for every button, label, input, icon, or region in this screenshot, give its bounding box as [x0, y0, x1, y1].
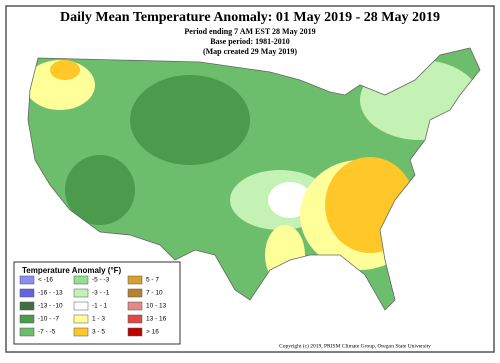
legend-swatch: [73, 327, 89, 337]
legend-swatch: [127, 301, 143, 311]
title: Daily Mean Temperature Anomaly: 01 May 2…: [60, 10, 440, 25]
legend-label: > 16: [146, 329, 159, 336]
legend-label: -16 - -13: [38, 290, 63, 297]
legend-label: 5 - 7: [146, 277, 159, 284]
subtitle: Period ending 7 AM EST 28 May 2019: [184, 27, 315, 36]
us-outline: [27, 47, 481, 311]
legend-label: 1 - 3: [92, 316, 105, 323]
legend-swatch: [19, 314, 35, 324]
legend-swatch: [19, 327, 35, 337]
legend-label: -10 - -7: [38, 316, 59, 323]
legend-label: < -16: [38, 277, 53, 284]
subtitle: (Map created 29 May 2019): [203, 47, 297, 56]
legend-label: 3 - 5: [92, 329, 105, 336]
legend-swatch: [127, 275, 143, 285]
legend-box: [13, 261, 181, 345]
legend-label: -13 - -10: [38, 303, 63, 310]
legend-swatch: [73, 301, 89, 311]
copyright: Copyright (c) 2019, PRISM Climate Group,…: [279, 342, 431, 349]
legend-title: Temperature Anomaly (°F): [22, 266, 122, 275]
legend-swatch: [73, 288, 89, 298]
legend-label: 7 - 10: [146, 290, 163, 297]
legend-swatch: [73, 314, 89, 324]
legend-swatch: [19, 275, 35, 285]
legend-label: 13 - 16: [146, 316, 167, 323]
legend-label: 10 - 13: [146, 303, 167, 310]
legend-swatch: [19, 301, 35, 311]
legend-swatch: [127, 327, 143, 337]
legend-swatch: [19, 288, 35, 298]
legend-swatch: [73, 275, 89, 285]
legend-label: -1 - 1: [92, 303, 108, 310]
legend: Temperature Anomaly (°F) < -16 -16 - -13 -…: [13, 261, 181, 345]
legend-label: -7 - -5: [38, 329, 56, 336]
legend-label: -5 - -3: [92, 277, 110, 284]
legend-label: -3 - -1: [92, 290, 110, 297]
subtitle: Base period: 1981-2010: [210, 37, 290, 46]
legend-swatch: [127, 314, 143, 324]
legend-swatch: [127, 288, 143, 298]
